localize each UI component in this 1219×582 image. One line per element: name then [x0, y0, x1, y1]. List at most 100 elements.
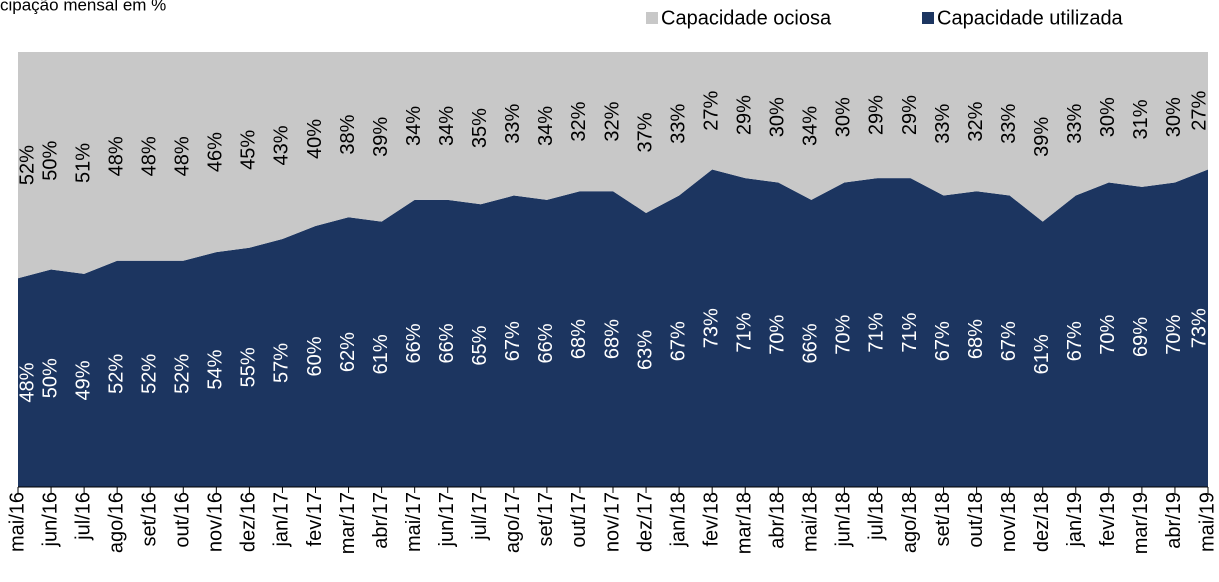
value-label: 57% [271, 343, 293, 383]
value-label: 32% [568, 101, 590, 141]
x-tick-label: jul/18 [866, 492, 888, 541]
x-tick-label: jun/16 [39, 492, 61, 548]
value-label: 48% [139, 136, 161, 176]
value-label: 51% [72, 143, 94, 183]
value-label: 33% [502, 104, 524, 144]
value-label: 62% [337, 332, 359, 372]
x-tick-label: jan/18 [667, 492, 689, 548]
x-tick-label: abr/19 [1163, 492, 1185, 549]
value-label: 52% [139, 354, 161, 394]
x-tick-label: ago/17 [502, 492, 524, 553]
value-label: 30% [1097, 97, 1119, 137]
value-label: 63% [634, 330, 656, 370]
value-label: 61% [1031, 334, 1053, 374]
value-label: 31% [1130, 99, 1152, 139]
value-label: 46% [205, 132, 227, 172]
x-tick-label: fev/18 [700, 492, 722, 546]
x-tick-label: mar/17 [337, 492, 359, 554]
x-tick-label: mai/19 [1196, 492, 1218, 552]
value-label: 68% [568, 319, 590, 359]
value-label: 29% [899, 95, 921, 135]
value-label: 71% [734, 312, 756, 352]
value-label: 33% [932, 104, 954, 144]
x-tick-label: set/17 [535, 492, 557, 546]
value-label: 61% [370, 334, 392, 374]
value-label: 40% [304, 119, 326, 159]
value-label: 48% [105, 136, 127, 176]
value-label: 34% [403, 106, 425, 146]
value-label: 29% [734, 95, 756, 135]
value-label: 48% [172, 136, 194, 176]
value-label: 48% [16, 362, 38, 402]
value-label: 66% [403, 323, 425, 363]
value-label: 30% [1163, 97, 1185, 137]
value-label: 66% [800, 323, 822, 363]
value-label: 70% [1163, 315, 1185, 355]
value-label: 30% [767, 97, 789, 137]
x-tick-label: out/16 [172, 492, 194, 548]
value-label: 27% [700, 90, 722, 130]
value-label: 39% [1031, 117, 1053, 157]
value-label: 67% [667, 321, 689, 361]
value-label: 52% [16, 145, 38, 185]
area [18, 169, 1208, 487]
x-tick-label: ago/16 [105, 492, 127, 553]
value-label: 52% [105, 354, 127, 394]
value-label: 65% [469, 325, 491, 365]
x-tick-label: dez/18 [1031, 492, 1053, 552]
value-label: 32% [965, 101, 987, 141]
value-label: 34% [800, 106, 822, 146]
area [18, 52, 1208, 279]
value-label: 30% [833, 97, 855, 137]
legend-swatch [922, 12, 934, 24]
value-label: 34% [436, 106, 458, 146]
x-tick-label: mar/19 [1130, 492, 1152, 554]
x-tick-label: jun/17 [436, 492, 458, 548]
value-label: 32% [601, 101, 623, 141]
value-label: 34% [535, 106, 557, 146]
value-label: 33% [998, 104, 1020, 144]
x-tick-label: set/18 [932, 492, 954, 546]
value-label: 43% [271, 125, 293, 165]
x-tick-label: mai/18 [800, 492, 822, 552]
value-label: 73% [700, 308, 722, 348]
x-tick-label: jan/17 [271, 492, 293, 548]
x-tick-label: nov/18 [998, 492, 1020, 552]
x-tick-label: mai/17 [403, 492, 425, 552]
x-tick-label: dez/16 [238, 492, 260, 552]
x-tick-label: ago/18 [899, 492, 921, 553]
chart-title: cipação mensal em % [0, 0, 166, 14]
value-label: 68% [965, 319, 987, 359]
value-label: 54% [205, 349, 227, 389]
value-label: 67% [932, 321, 954, 361]
value-label: 60% [304, 336, 326, 376]
value-label: 50% [39, 141, 61, 181]
value-label: 70% [767, 315, 789, 355]
x-tick-label: out/18 [965, 492, 987, 548]
value-label: 27% [1188, 90, 1210, 130]
x-tick-label: fev/17 [304, 492, 326, 546]
x-tick-label: set/16 [139, 492, 161, 546]
value-label: 67% [998, 321, 1020, 361]
value-label: 71% [866, 312, 888, 352]
value-label: 35% [469, 108, 491, 148]
x-tick-label: jul/17 [469, 492, 491, 541]
value-label: 67% [502, 321, 524, 361]
value-label: 39% [370, 117, 392, 157]
value-label: 68% [601, 319, 623, 359]
x-tick-label: dez/17 [634, 492, 656, 552]
legend-label: Capacidade ociosa [661, 7, 832, 29]
value-label: 49% [72, 360, 94, 400]
x-tick-label: jan/19 [1064, 492, 1086, 548]
x-tick-label: nov/17 [601, 492, 623, 552]
value-label: 50% [39, 358, 61, 398]
x-tick-label: fev/19 [1097, 492, 1119, 546]
value-label: 38% [337, 114, 359, 154]
value-label: 33% [1064, 104, 1086, 144]
legend-label: Capacidade utilizada [937, 7, 1124, 29]
legend-swatch [646, 12, 658, 24]
value-label: 33% [667, 104, 689, 144]
x-tick-label: nov/16 [205, 492, 227, 552]
value-label: 71% [899, 312, 921, 352]
x-tick-label: jun/18 [833, 492, 855, 548]
